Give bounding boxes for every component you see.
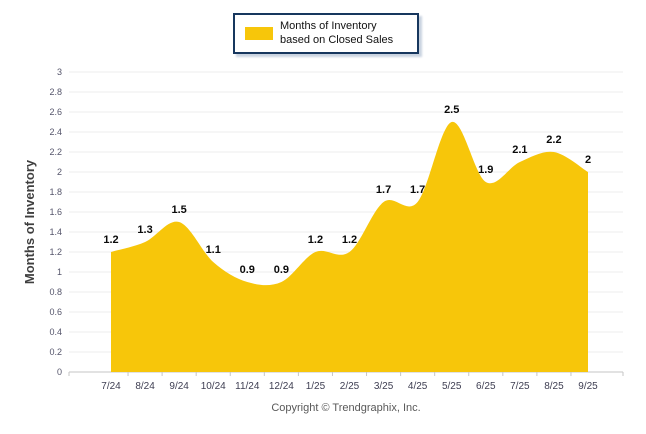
y-tick-label: 1.4 [49, 227, 62, 237]
data-label: 2.2 [546, 134, 561, 146]
legend-label: Months of Inventory based on Closed Sale… [280, 20, 394, 47]
x-tick-label: 7/24 [101, 381, 121, 392]
data-label: 1.3 [137, 224, 152, 236]
x-tick-label: 5/25 [442, 381, 462, 392]
x-tick-label: 4/25 [408, 381, 428, 392]
y-tick-label: 0.6 [49, 307, 62, 317]
x-tick-label: 1/25 [306, 381, 326, 392]
y-tick-label: 0 [57, 367, 62, 377]
x-tick-label: 12/24 [269, 381, 294, 392]
y-tick-label: 1.8 [49, 187, 62, 197]
y-axis-title: Months of Inventory [22, 159, 37, 284]
y-tick-label: 2.8 [49, 87, 62, 97]
legend-swatch-icon [245, 26, 273, 40]
data-label: 1.2 [308, 234, 323, 246]
data-label: 2.5 [444, 104, 459, 116]
x-tick-label: 7/25 [510, 381, 530, 392]
data-label: 1.1 [206, 244, 221, 256]
y-tick-label: 3 [57, 67, 62, 77]
area-series [111, 121, 588, 372]
y-tick-label: 2 [57, 167, 62, 177]
x-tick-label: 8/25 [544, 381, 564, 392]
x-tick-label: 10/24 [201, 381, 226, 392]
x-tick-label: 3/25 [374, 381, 394, 392]
y-tick-label: 2.2 [49, 147, 62, 157]
y-tick-label: 1.2 [49, 247, 62, 257]
copyright-text: Copyright © Trendgraphix, Inc. [271, 402, 421, 414]
data-label: 1.7 [376, 184, 391, 196]
y-tick-label: 1.6 [49, 207, 62, 217]
legend: Months of Inventory based on Closed Sale… [233, 13, 419, 54]
data-label: 0.9 [240, 264, 255, 276]
y-tick-label: 0.2 [49, 347, 62, 357]
x-tick-label: 2/25 [340, 381, 360, 392]
data-label: 0.9 [274, 264, 289, 276]
y-tick-label: 1 [57, 267, 62, 277]
data-label: 1.7 [410, 184, 425, 196]
data-label: 2 [585, 154, 591, 166]
data-label: 2.1 [512, 144, 527, 156]
y-tick-label: 0.8 [49, 287, 62, 297]
x-tick-label: 9/24 [169, 381, 189, 392]
x-tick-label: 11/24 [235, 381, 260, 392]
x-tick-label: 8/24 [135, 381, 155, 392]
y-tick-label: 0.4 [49, 327, 62, 337]
x-tick-label: 6/25 [476, 381, 496, 392]
y-tick-label: 2.4 [49, 127, 62, 137]
data-label: 1.2 [342, 234, 357, 246]
data-label: 1.9 [478, 164, 493, 176]
data-label: 1.2 [103, 234, 118, 246]
y-tick-label: 2.6 [49, 107, 62, 117]
data-label: 1.5 [171, 204, 186, 216]
x-tick-label: 9/25 [578, 381, 598, 392]
